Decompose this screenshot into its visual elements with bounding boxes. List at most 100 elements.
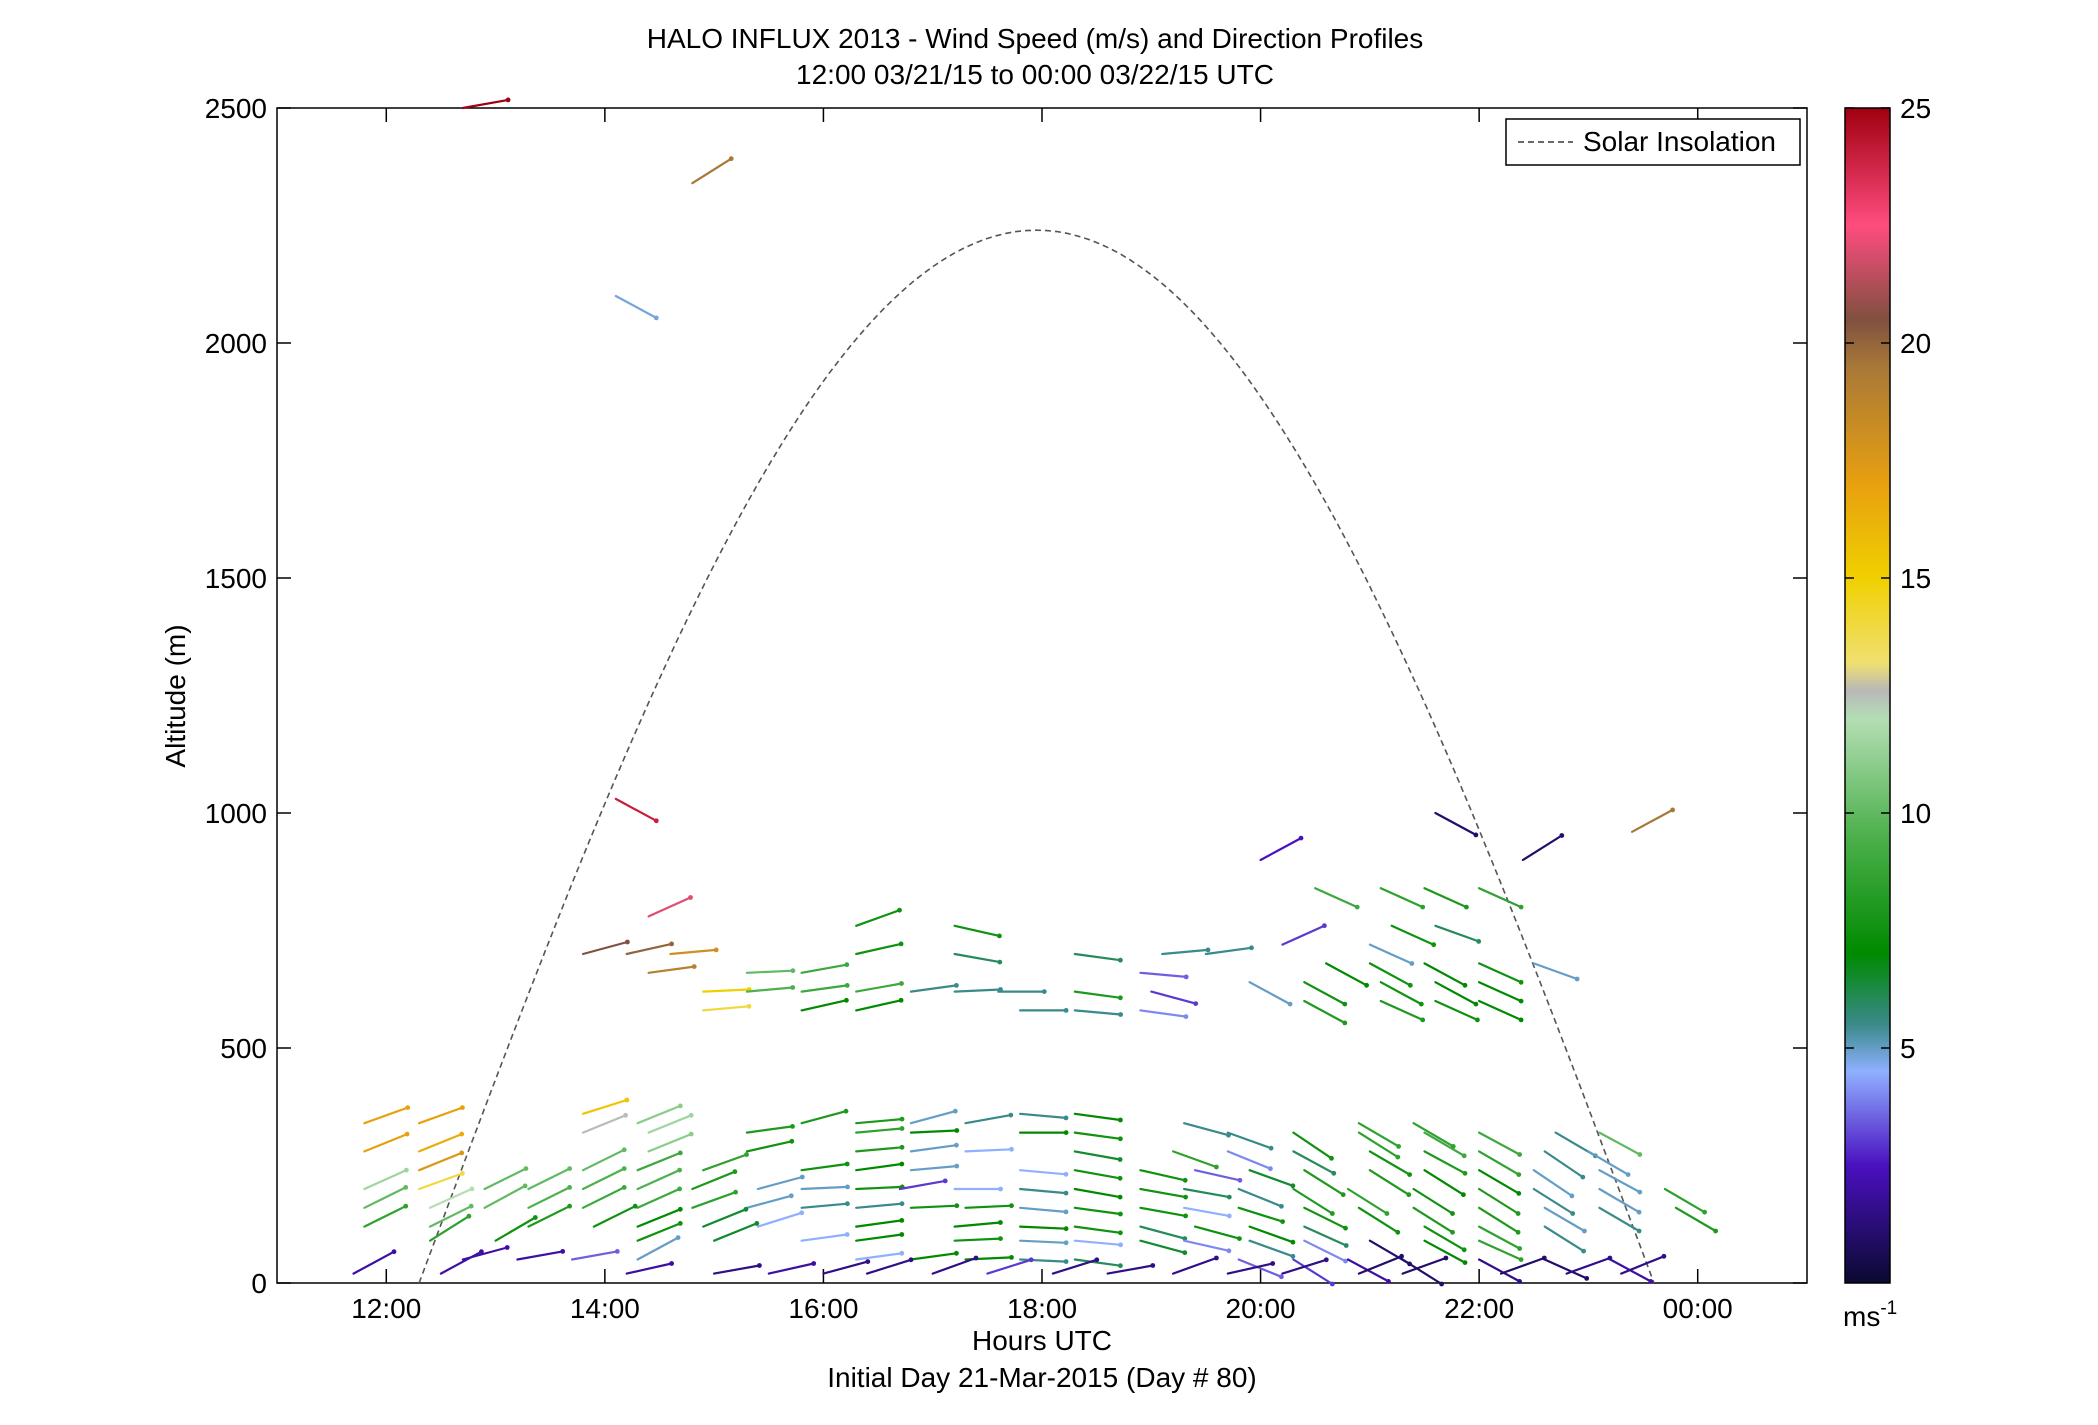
wind-vector (702, 1153, 748, 1172)
wind-vector (909, 1252, 958, 1261)
wind-vector (1073, 1009, 1122, 1016)
wind-vector-head (1473, 1001, 1479, 1007)
wind-vector-head (728, 156, 734, 162)
wind-vector (1543, 1150, 1584, 1179)
wind-vector-head (1443, 1255, 1449, 1261)
wind-vector (1423, 1150, 1467, 1175)
wind-vector (1182, 1206, 1231, 1218)
wind-vector (636, 1222, 682, 1242)
wind-vector (1423, 1239, 1467, 1264)
wind-vector (625, 942, 673, 956)
wind-vector (1674, 1206, 1717, 1233)
wind-vector-head (677, 1103, 683, 1109)
wind-vector (1477, 1150, 1520, 1176)
wind-vector (1073, 1187, 1122, 1199)
wind-vector-head (1063, 1171, 1069, 1177)
wind-vector-head (1214, 1164, 1219, 1170)
colorbar-tick-label: 15 (1900, 563, 1931, 594)
wind-vector (527, 1186, 571, 1209)
wind-vector-head (954, 983, 959, 988)
wind-vector-head (532, 1215, 538, 1220)
wind-vector-head (1342, 1001, 1348, 1007)
wind-vector-head (865, 1259, 871, 1264)
wind-vector (1073, 1169, 1122, 1180)
wind-vector-head (954, 1203, 960, 1209)
wind-vector (855, 1127, 904, 1134)
wind-vector (581, 1098, 629, 1115)
wind-vector (909, 1164, 958, 1172)
wind-vector (1139, 1187, 1187, 1199)
wind-vector-head (1475, 1017, 1480, 1023)
wind-vector-head (998, 1236, 1003, 1241)
wind-vector-head (621, 1166, 627, 1171)
wind-vector-head (799, 1210, 805, 1216)
colorbar-tick-label: 20 (1900, 328, 1931, 359)
wind-vector-head (1118, 1136, 1123, 1142)
x-tick-label: 12:00 (351, 1293, 421, 1324)
wind-vector-head (1183, 974, 1189, 980)
wind-vector-head (1214, 1255, 1219, 1261)
wind-vector-head (522, 1183, 528, 1189)
wind-vector (636, 1208, 682, 1228)
wind-vector (1477, 1187, 1520, 1215)
wind-vector-head (899, 1201, 905, 1207)
wind-vector-head (403, 1203, 409, 1209)
wind-vector (1018, 1225, 1068, 1230)
wind-vector-head (632, 1203, 638, 1209)
wind-vector-head (1518, 979, 1524, 985)
wind-vector-head (952, 1108, 958, 1114)
wind-vector (855, 1252, 903, 1261)
wind-vector-head (899, 1126, 905, 1131)
wind-vector (1073, 1150, 1122, 1161)
wind-vector-head (1516, 1191, 1522, 1196)
wind-vector (1630, 808, 1674, 833)
wind-vector-head (1117, 1157, 1123, 1162)
y-tick-label: 1500 (205, 563, 267, 594)
wind-vector-head (1118, 995, 1123, 1001)
wind-vector-head (1322, 923, 1327, 929)
wind-vector-head (677, 1167, 682, 1173)
wind-vector-head (1290, 1253, 1296, 1259)
wind-vector-head (1237, 1236, 1242, 1241)
wind-vector (1226, 1150, 1272, 1170)
wind-vector (1357, 1206, 1399, 1234)
wind-vector (636, 1168, 681, 1191)
wind-vector-head (1625, 1172, 1631, 1177)
wind-vector (516, 1250, 564, 1261)
wind-vector (909, 984, 958, 993)
wind-vector-head (1268, 1145, 1274, 1151)
wind-vector (1543, 1258, 1588, 1280)
wind-vector-head (1464, 904, 1469, 910)
wind-vector-head (1702, 1209, 1707, 1215)
wind-vector-head (954, 1163, 960, 1169)
wind-vector-head (998, 1186, 1003, 1192)
wind-vector-head (1279, 1203, 1284, 1209)
wind-vector (745, 1125, 794, 1134)
wind-vector-head (1439, 1281, 1444, 1287)
legend-label: Solar Insolation (1583, 126, 1776, 157)
wind-vector-head (1462, 1260, 1468, 1265)
wind-vector-head (1713, 1228, 1718, 1234)
wind-vector-head (1396, 1144, 1401, 1149)
wind-vector-head (942, 1178, 948, 1184)
wind-vector-head (790, 1124, 795, 1129)
wind-vector-head (899, 1116, 905, 1122)
wind-vector-head (405, 1105, 411, 1110)
wind-vector (363, 1186, 407, 1209)
wind-vector-head (460, 1105, 465, 1110)
legend: Solar Insolation (1505, 118, 1801, 166)
wind-vector (1073, 990, 1122, 999)
wind-vector-head (688, 895, 693, 900)
wind-vector-head (1009, 1146, 1014, 1152)
wind-vector (756, 1175, 804, 1191)
wind-vector-head (691, 964, 697, 969)
wind-vector-head (1343, 1243, 1349, 1248)
wind-vector-head (757, 1263, 762, 1268)
wind-vector (581, 1114, 627, 1134)
wind-vector-head (1205, 947, 1211, 953)
wind-vector (1182, 1187, 1231, 1199)
wind-vector (614, 294, 658, 319)
wind-vector (1477, 1239, 1523, 1261)
wind-vector (428, 1187, 473, 1209)
